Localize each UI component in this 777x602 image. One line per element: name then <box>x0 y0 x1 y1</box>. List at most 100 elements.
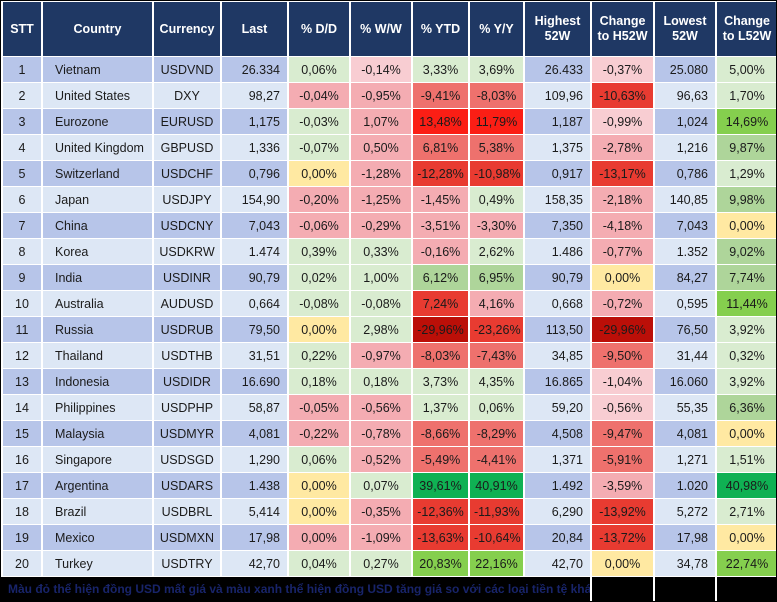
cell-last[interactable]: 16.690 <box>220 368 289 395</box>
cell-change-to-l52w[interactable]: 6,36% <box>715 394 776 421</box>
cell-pct-dd[interactable]: 0,00% <box>287 498 351 525</box>
cell-currency[interactable]: USDTHB <box>152 342 222 369</box>
cell-currency[interactable]: USDARS <box>152 472 222 499</box>
cell-last[interactable]: 1,175 <box>220 108 289 135</box>
cell-change-to-l52w[interactable]: 5,00% <box>715 56 776 83</box>
cell-highest-52w[interactable]: 113,50 <box>523 316 592 343</box>
cell-country[interactable]: Switzerland <box>41 160 154 187</box>
cell-stt[interactable]: 8 <box>1 238 43 265</box>
cell-country[interactable]: Brazil <box>41 498 154 525</box>
cell-currency[interactable]: USDMXN <box>152 524 222 551</box>
cell-pct-dd[interactable]: 0,39% <box>287 238 351 265</box>
cell-country[interactable]: China <box>41 212 154 239</box>
cell-last[interactable]: 1,336 <box>220 134 289 161</box>
cell-pct-ytd[interactable]: 6,81% <box>411 134 470 161</box>
cell-country[interactable]: Malaysia <box>41 420 154 447</box>
cell-pct-yy[interactable]: -11,93% <box>468 498 525 525</box>
cell-lowest-52w[interactable]: 1.020 <box>653 472 717 499</box>
cell-pct-dd[interactable]: -0,06% <box>287 212 351 239</box>
cell-change-to-l52w[interactable]: 1,51% <box>715 446 776 473</box>
cell-pct-ww[interactable]: -0,14% <box>349 56 413 83</box>
cell-pct-yy[interactable]: -8,29% <box>468 420 525 447</box>
cell-highest-52w[interactable]: 1,371 <box>523 446 592 473</box>
cell-currency[interactable]: USDRUB <box>152 316 222 343</box>
cell-change-to-l52w[interactable]: 11,44% <box>715 290 776 317</box>
col-header-change-to-h52w[interactable]: Change to H52W <box>590 1 655 57</box>
cell-change-to-l52w[interactable]: 9,02% <box>715 238 776 265</box>
cell-pct-dd[interactable]: -0,20% <box>287 186 351 213</box>
cell-pct-ytd[interactable]: 39,61% <box>411 472 470 499</box>
cell-lowest-52w[interactable]: 1,024 <box>653 108 717 135</box>
cell-last[interactable]: 4,081 <box>220 420 289 447</box>
cell-pct-ytd[interactable]: 3,73% <box>411 368 470 395</box>
cell-currency[interactable]: USDCNY <box>152 212 222 239</box>
cell-last[interactable]: 1,290 <box>220 446 289 473</box>
cell-change-to-h52w[interactable]: -29,96% <box>590 316 655 343</box>
cell-stt[interactable]: 9 <box>1 264 43 291</box>
cell-country[interactable]: Australia <box>41 290 154 317</box>
cell-pct-ww[interactable]: 2,98% <box>349 316 413 343</box>
cell-pct-ytd[interactable]: -1,45% <box>411 186 470 213</box>
cell-change-to-l52w[interactable]: 14,69% <box>715 108 776 135</box>
cell-pct-ytd[interactable]: -13,63% <box>411 524 470 551</box>
cell-currency[interactable]: USDINR <box>152 264 222 291</box>
cell-stt[interactable]: 7 <box>1 212 43 239</box>
cell-pct-ww[interactable]: -0,29% <box>349 212 413 239</box>
cell-country[interactable]: Singapore <box>41 446 154 473</box>
cell-pct-ytd[interactable]: -8,03% <box>411 342 470 369</box>
cell-change-to-h52w[interactable]: -0,72% <box>590 290 655 317</box>
col-header-last[interactable]: Last <box>220 1 289 57</box>
cell-lowest-52w[interactable]: 0,595 <box>653 290 717 317</box>
cell-pct-ww[interactable]: -1,25% <box>349 186 413 213</box>
cell-last[interactable]: 31,51 <box>220 342 289 369</box>
cell-pct-yy[interactable]: 6,95% <box>468 264 525 291</box>
cell-stt[interactable]: 6 <box>1 186 43 213</box>
cell-pct-dd[interactable]: -0,05% <box>287 394 351 421</box>
cell-pct-yy[interactable]: 11,79% <box>468 108 525 135</box>
cell-change-to-l52w[interactable]: 9,98% <box>715 186 776 213</box>
cell-highest-52w[interactable]: 0,917 <box>523 160 592 187</box>
cell-pct-ytd[interactable]: -12,36% <box>411 498 470 525</box>
cell-pct-dd[interactable]: 0,02% <box>287 264 351 291</box>
cell-currency[interactable]: USDBRL <box>152 498 222 525</box>
cell-change-to-h52w[interactable]: -2,78% <box>590 134 655 161</box>
cell-last[interactable]: 58,87 <box>220 394 289 421</box>
cell-pct-dd[interactable]: 0,22% <box>287 342 351 369</box>
col-header-change-to-l52w[interactable]: Change to L52W <box>715 1 776 57</box>
cell-stt[interactable]: 12 <box>1 342 43 369</box>
cell-change-to-l52w[interactable]: 2,71% <box>715 498 776 525</box>
cell-pct-yy[interactable]: -23,26% <box>468 316 525 343</box>
cell-change-to-h52w[interactable]: -0,56% <box>590 394 655 421</box>
cell-last[interactable]: 0,796 <box>220 160 289 187</box>
cell-lowest-52w[interactable]: 96,63 <box>653 82 717 109</box>
cell-highest-52w[interactable]: 6,290 <box>523 498 592 525</box>
cell-pct-ytd[interactable]: 7,24% <box>411 290 470 317</box>
col-header-pct-ww[interactable]: % W/W <box>349 1 413 57</box>
cell-pct-dd[interactable]: -0,04% <box>287 82 351 109</box>
cell-country[interactable]: Turkey <box>41 550 154 577</box>
cell-stt[interactable]: 19 <box>1 524 43 551</box>
cell-lowest-52w[interactable]: 1.352 <box>653 238 717 265</box>
cell-highest-52w[interactable]: 1,375 <box>523 134 592 161</box>
cell-pct-dd[interactable]: 0,18% <box>287 368 351 395</box>
cell-stt[interactable]: 14 <box>1 394 43 421</box>
cell-lowest-52w[interactable]: 16.060 <box>653 368 717 395</box>
cell-highest-52w[interactable]: 26.433 <box>523 56 592 83</box>
cell-stt[interactable]: 5 <box>1 160 43 187</box>
cell-pct-yy[interactable]: -10,98% <box>468 160 525 187</box>
cell-last[interactable]: 0,664 <box>220 290 289 317</box>
cell-currency[interactable]: USDJPY <box>152 186 222 213</box>
cell-change-to-h52w[interactable]: -10,63% <box>590 82 655 109</box>
cell-lowest-52w[interactable]: 34,78 <box>653 550 717 577</box>
cell-change-to-h52w[interactable]: 0,00% <box>590 264 655 291</box>
cell-last[interactable]: 98,27 <box>220 82 289 109</box>
cell-last[interactable]: 1.474 <box>220 238 289 265</box>
cell-last[interactable]: 5,414 <box>220 498 289 525</box>
cell-pct-yy[interactable]: 22,16% <box>468 550 525 577</box>
cell-change-to-l52w[interactable]: 0,00% <box>715 420 776 447</box>
cell-change-to-h52w[interactable]: -13,72% <box>590 524 655 551</box>
cell-change-to-l52w[interactable]: 0,00% <box>715 212 776 239</box>
cell-pct-ww[interactable]: -0,35% <box>349 498 413 525</box>
cell-change-to-h52w[interactable]: -0,99% <box>590 108 655 135</box>
cell-pct-dd[interactable]: -0,03% <box>287 108 351 135</box>
